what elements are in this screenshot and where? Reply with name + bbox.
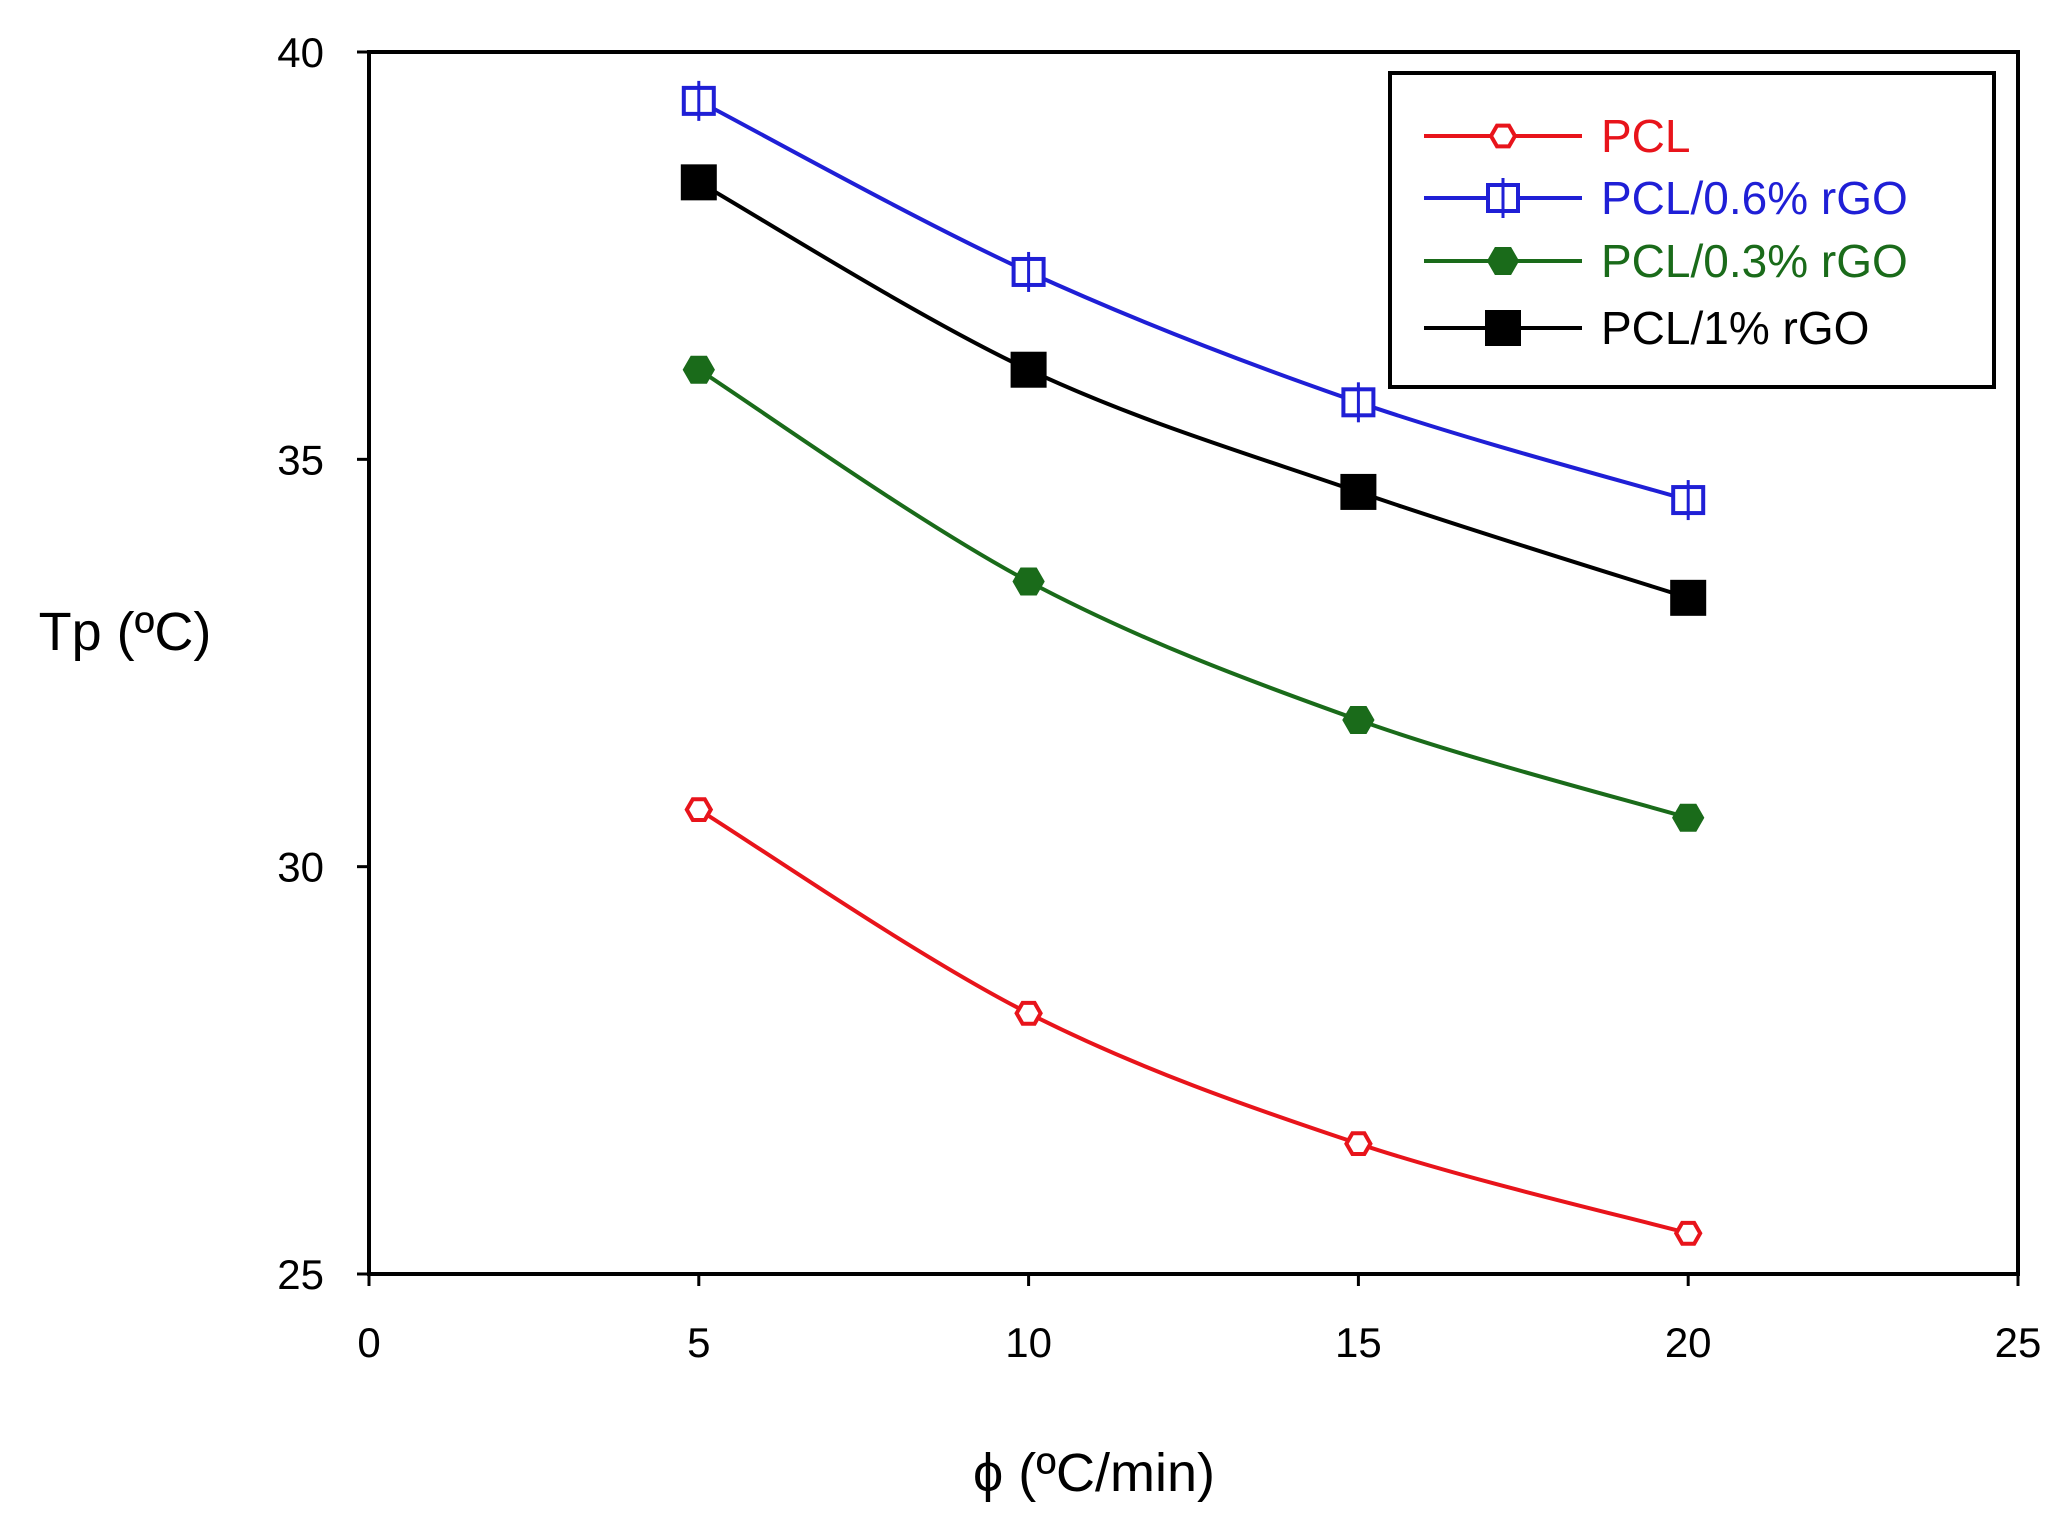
legend-item-3: PCL/1% rGO (1424, 302, 1869, 354)
series-3 (680, 164, 1707, 616)
y-tick-label: 30 (277, 844, 324, 891)
y-axis: 25 30 35 40 (277, 29, 369, 1298)
legend-label: PCL/0.6% rGO (1601, 172, 1908, 224)
series-2 (682, 355, 1705, 832)
y-tick-label: 40 (277, 29, 324, 76)
x-tick-label: 5 (687, 1319, 710, 1366)
series-line (697, 368, 1689, 820)
data-point (1485, 310, 1521, 346)
legend-item-1: PCL/0.6% rGO (1424, 172, 1908, 224)
legend-item-2: PCL/0.3% rGO (1424, 235, 1908, 287)
data-point (1672, 803, 1705, 832)
x-tick-label: 0 (357, 1319, 380, 1366)
series-line (697, 807, 1689, 1236)
data-point (684, 797, 714, 822)
data-point (1486, 247, 1520, 275)
legend: PCL PCL/0.6% rGO PCL/0.3% rGO PCL/1% rGO (1388, 71, 1996, 389)
legend-item-0: PCL (1424, 110, 1690, 162)
x-axis: 0 5 10 15 20 25 (357, 1274, 2041, 1366)
data-point (1488, 123, 1518, 149)
data-point (1670, 579, 1707, 616)
y-tick-label: 35 (277, 436, 324, 483)
x-tick-label: 25 (1995, 1319, 2042, 1366)
series-line (697, 99, 1689, 503)
data-point (1014, 1000, 1043, 1026)
x-tick-label: 10 (1005, 1319, 1052, 1366)
data-point (680, 164, 717, 201)
x-tick-label: 15 (1335, 1319, 1382, 1366)
series-line (697, 180, 1689, 600)
series-layer (680, 80, 1707, 1246)
plot-area-frame (367, 50, 2020, 1276)
data-point (1340, 473, 1377, 510)
data-point (1012, 567, 1045, 596)
series-0 (684, 797, 1703, 1246)
y-axis-title: Tp (ºC) (39, 602, 212, 662)
legend-label: PCL/0.3% rGO (1601, 235, 1908, 287)
legend-label: PCL (1601, 110, 1690, 162)
data-point (682, 355, 715, 384)
x-axis-title: ϕ (ºC/min) (973, 1443, 1215, 1503)
y-tick-label: 25 (277, 1251, 324, 1298)
data-point (1673, 1220, 1703, 1246)
x-tick-label: 20 (1665, 1319, 1712, 1366)
legend-label: PCL/1% rGO (1601, 302, 1869, 354)
data-point (1342, 706, 1375, 734)
series-1 (681, 80, 1706, 521)
data-point (1010, 351, 1047, 388)
data-point (1344, 1131, 1373, 1156)
